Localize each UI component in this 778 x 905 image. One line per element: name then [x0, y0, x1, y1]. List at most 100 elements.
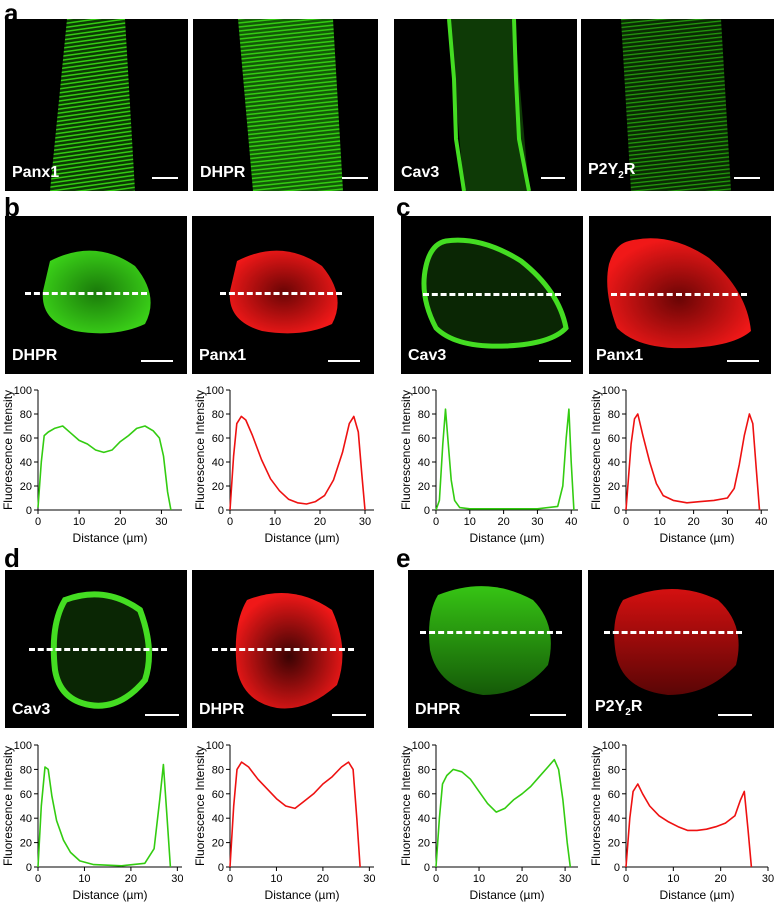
chart-svg: 0 20 40 60 80 100 0 10 20 30 Distance (µm) Fluoresc…	[193, 740, 375, 902]
y-tick-label: 60	[418, 789, 430, 801]
line-profile-chart-d-left: 0 20 40 60 80 100 0 10 20 30 Distance (µm) Fluoresc…	[0, 737, 192, 903]
micrograph-a-panx1: Panx1	[5, 19, 188, 191]
micrograph-c-panx1: Panx1	[589, 216, 771, 374]
y-tick-label: 100	[602, 740, 620, 752]
scale-bar	[530, 714, 566, 716]
x-axis-title: Distance (µm)	[660, 531, 735, 545]
x-axis-title: Distance (µm)	[470, 531, 545, 545]
x-tick-label: 40	[755, 516, 767, 528]
membrane-fiber-graphic	[447, 19, 531, 191]
series-line	[625, 783, 753, 868]
striated-fiber-graphic	[621, 19, 731, 191]
y-tick-label: 40	[418, 457, 430, 469]
y-tick-label: 80	[418, 409, 430, 421]
y-axis-title: Fluorescence Intensity	[589, 390, 603, 510]
line-scan-dashed-line	[212, 648, 354, 651]
y-tick-label: 40	[20, 813, 32, 825]
x-tick-label: 10	[654, 516, 666, 528]
y-tick-label: 40	[418, 813, 430, 825]
line-scan-dashed-line	[604, 631, 742, 634]
x-tick-label: 20	[687, 516, 699, 528]
cross-section-graphic	[229, 250, 338, 334]
x-axis-title: Distance (µm)	[660, 888, 735, 902]
x-tick-label: 10	[473, 873, 485, 885]
y-tick-label: 100	[412, 385, 430, 397]
x-tick-label: 20	[317, 873, 329, 885]
line-profile-chart-e-left: 0 20 40 60 80 100 0 10 20 30 Distance (µm) Fluoresc…	[398, 737, 588, 903]
image-label: DHPR	[415, 701, 461, 718]
y-tick-label: 80	[608, 409, 620, 421]
y-tick-label: 0	[614, 505, 620, 517]
micrograph-b-panx1: Panx1	[192, 216, 374, 374]
line-scan-dashed-line	[220, 292, 342, 295]
x-tick-label: 30	[721, 516, 733, 528]
panel-letter-e: e	[396, 543, 411, 573]
micrograph-a-p2y2r: P2Y2R	[581, 19, 774, 191]
line-profile-chart-b-right: 0 20 40 60 80 100 0 10 20 30 Distance (µm) Fluoresc…	[192, 382, 384, 546]
y-tick-label: 80	[608, 764, 620, 776]
line-profile-chart-e-right: 0 20 40 60 80 100 0 10 20 30 Distance (µm) Fluoresc…	[588, 737, 778, 903]
x-tick-label: 20	[125, 873, 137, 885]
y-tick-label: 100	[602, 385, 620, 397]
y-axis-title: Fluorescence Intensity	[589, 746, 603, 866]
y-tick-label: 60	[418, 433, 430, 445]
y-tick-label: 0	[218, 505, 224, 517]
y-tick-label: 40	[608, 457, 620, 469]
y-tick-label: 80	[212, 764, 224, 776]
chart-svg: 0 20 40 60 80 100 0 10 20 30 40 Distance (µm) Fluore…	[589, 385, 768, 545]
x-tick-label: 0	[227, 516, 233, 528]
x-tick-label: 10	[73, 516, 85, 528]
x-tick-label: 20	[516, 873, 528, 885]
image-label: Panx1	[596, 347, 644, 364]
y-tick-label: 20	[20, 838, 32, 850]
y-tick-label: 0	[218, 862, 224, 874]
y-tick-label: 100	[14, 385, 32, 397]
x-axis-title: Distance (µm)	[73, 531, 148, 545]
y-tick-label: 100	[206, 385, 224, 397]
image-label: DHPR	[199, 701, 245, 718]
line-profile-chart-b-left: 0 20 40 60 80 100 0 10 20 30 Distance (µm) Fluoresc…	[0, 382, 192, 546]
y-tick-label: 0	[424, 505, 430, 517]
series-line	[435, 408, 575, 511]
y-tick-label: 40	[20, 457, 32, 469]
x-tick-label: 30	[531, 516, 543, 528]
series-line	[625, 413, 761, 511]
image-label: P2Y2R	[588, 160, 636, 181]
x-tick-label: 30	[363, 873, 375, 885]
x-axis-title: Distance (µm)	[265, 888, 340, 902]
series-line	[229, 415, 366, 511]
line-profile-chart-c-right: 0 20 40 60 80 100 0 10 20 30 40 Distance (µm) Fluore…	[588, 382, 778, 546]
y-tick-label: 0	[614, 862, 620, 874]
micrograph-a-dhpr: DHPR	[193, 19, 378, 191]
series-line	[37, 425, 172, 511]
panel-letter-b: b	[4, 192, 20, 222]
chart-svg: 0 20 40 60 80 100 0 10 20 30 Distance (µm) Fluoresc…	[1, 740, 183, 902]
x-tick-label: 10	[667, 873, 679, 885]
y-tick-label: 20	[212, 481, 224, 493]
y-tick-label: 80	[20, 764, 32, 776]
x-axis-title: Distance (µm)	[73, 888, 148, 902]
y-tick-label: 0	[26, 505, 32, 517]
scale-bar	[539, 360, 571, 362]
y-axis-title: Fluorescence Intensity	[399, 390, 413, 510]
y-tick-label: 60	[608, 789, 620, 801]
x-tick-label: 30	[762, 873, 774, 885]
striated-fiber-graphic	[50, 19, 135, 191]
image-label: DHPR	[12, 347, 58, 364]
micrograph-e-dhpr: DHPR	[408, 570, 582, 728]
x-tick-label: 0	[35, 516, 41, 528]
series-line	[37, 763, 172, 868]
line-scan-dashed-line	[611, 293, 747, 296]
x-tick-label: 40	[565, 516, 577, 528]
x-tick-label: 0	[35, 873, 41, 885]
line-scan-dashed-line	[423, 293, 561, 296]
scale-bar	[727, 360, 759, 362]
scale-bar	[328, 360, 360, 362]
y-tick-label: 100	[412, 740, 430, 752]
x-tick-label: 10	[78, 873, 90, 885]
cross-section-graphic	[429, 586, 551, 695]
y-tick-label: 0	[424, 862, 430, 874]
x-tick-label: 10	[269, 516, 281, 528]
scale-bar	[541, 177, 565, 179]
x-axis-title: Distance (µm)	[470, 888, 545, 902]
